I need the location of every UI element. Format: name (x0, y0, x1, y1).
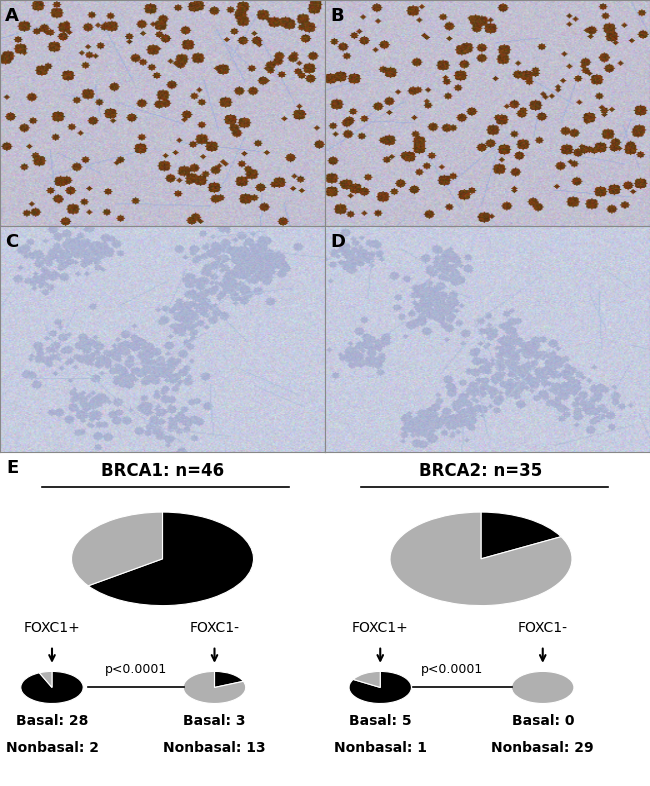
Text: FOXC1+: FOXC1+ (352, 621, 409, 634)
Wedge shape (390, 512, 572, 605)
Wedge shape (214, 671, 243, 688)
Text: Nonbasal: 2: Nonbasal: 2 (5, 741, 99, 755)
Wedge shape (349, 671, 411, 703)
Text: Basal: 28: Basal: 28 (16, 714, 88, 728)
Wedge shape (183, 671, 246, 703)
Text: C: C (5, 233, 18, 251)
Wedge shape (512, 671, 574, 703)
Text: p<0.0001: p<0.0001 (105, 663, 168, 676)
Wedge shape (353, 671, 380, 688)
Text: p<0.0001: p<0.0001 (421, 663, 483, 676)
Text: FOXC1+: FOXC1+ (23, 621, 81, 634)
Text: FOXC1-: FOXC1- (518, 621, 567, 634)
Text: Nonbasal: 13: Nonbasal: 13 (163, 741, 266, 755)
Text: Basal: 0: Basal: 0 (512, 714, 574, 728)
Wedge shape (88, 512, 254, 605)
Text: E: E (6, 458, 19, 476)
Text: Nonbasal: 1: Nonbasal: 1 (333, 741, 427, 755)
Text: Basal: 5: Basal: 5 (349, 714, 411, 728)
Wedge shape (72, 512, 162, 586)
Text: Nonbasal: 29: Nonbasal: 29 (491, 741, 594, 755)
Text: FOXC1-: FOXC1- (190, 621, 239, 634)
Text: Basal: 3: Basal: 3 (183, 714, 246, 728)
Wedge shape (481, 512, 561, 559)
Text: BRCA2: n=35: BRCA2: n=35 (419, 462, 543, 480)
Wedge shape (21, 671, 83, 703)
Wedge shape (39, 671, 52, 688)
Text: BRCA1: n=46: BRCA1: n=46 (101, 462, 224, 480)
Text: B: B (330, 7, 343, 25)
Text: A: A (5, 7, 19, 25)
Text: D: D (330, 233, 345, 251)
